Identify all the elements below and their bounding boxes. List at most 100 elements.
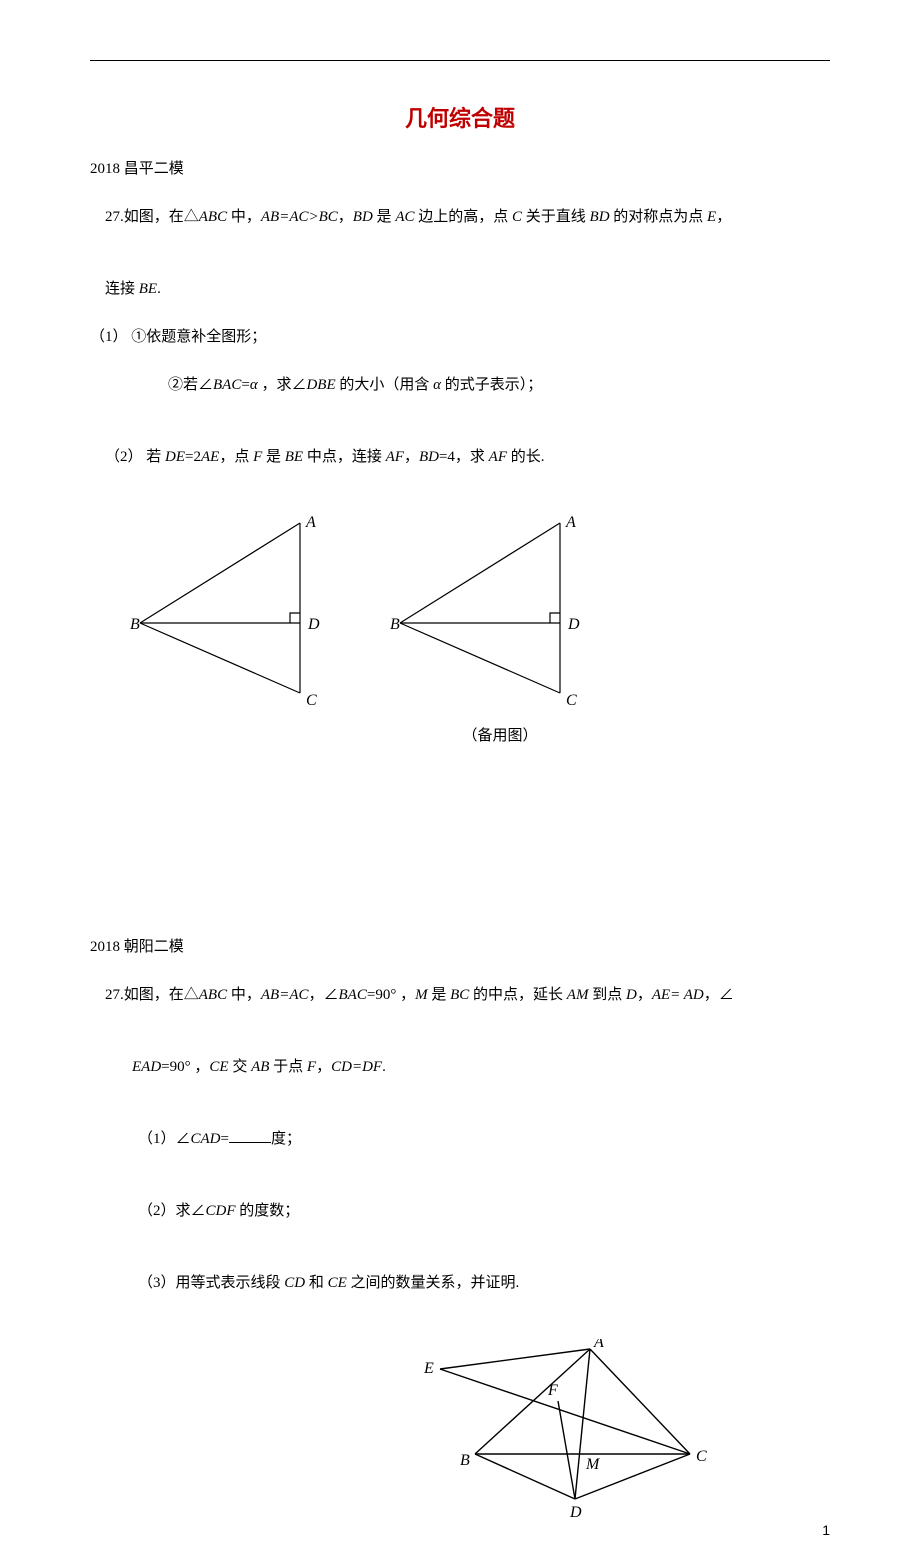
sym-CE: CE (209, 1059, 228, 1075)
t: ， (716, 209, 731, 225)
blank-input[interactable] (229, 1142, 271, 1143)
t: 是 (262, 449, 285, 465)
sym-AC: AC (395, 209, 414, 225)
t: ，点 (219, 449, 253, 465)
sym-F2: F (307, 1059, 316, 1075)
sym-BE2: BE (285, 449, 303, 465)
label-D3: D (569, 1504, 582, 1521)
sym-DBE: DBE (306, 377, 335, 393)
t: 如图，在△ (124, 209, 199, 225)
page-number: 1 (822, 1522, 830, 1538)
t: . (157, 281, 161, 297)
p2-figure-wrap: A B C D E F M (90, 1339, 830, 1534)
sym-EAD: EAD (132, 1059, 161, 1075)
sym-AF: AF (386, 449, 404, 465)
sym-BC2: BC (450, 987, 469, 1003)
sym-BE: BE (139, 281, 157, 297)
t: 和 (305, 1275, 328, 1291)
p1-q2: （2） 若 DE=2AE，点 F 是 BE 中点，连接 AF，BD=4，求 AF… (90, 421, 830, 493)
label-F3: F (547, 1382, 558, 1399)
label-E3: E (423, 1360, 434, 1377)
label-C3: C (696, 1448, 707, 1465)
sym-ABC2: ABC (199, 987, 227, 1003)
sym-BAC: BAC (213, 377, 241, 393)
sym-CDF: CDF (206, 1203, 236, 1219)
t: （3）用等式表示线段 (138, 1275, 284, 1291)
p1-stem-line1: 27.如图，在△ABC 中，AB=AC>BC，BD 是 AC 边上的高，点 C … (90, 181, 830, 253)
sym-M: M (415, 987, 428, 1003)
sym-CE2: CE (328, 1275, 347, 1291)
t: 连接 (105, 281, 139, 297)
p2-stem-line2: EAD=90° ，CE 交 AB 于点 F，CD=DF. (90, 1031, 830, 1103)
label-A: A (305, 514, 316, 531)
fig-caption-backup: （备用图） (390, 724, 610, 745)
t: 关于直线 (522, 209, 590, 225)
sym-F: F (253, 449, 262, 465)
label-D2: D (567, 616, 580, 633)
sym-AM: AM (567, 987, 589, 1003)
t: 的中点，延长 (469, 987, 567, 1003)
label-C2: C (566, 692, 577, 709)
top-rule (90, 60, 830, 61)
p1-stem-line2: 连接 BE. (90, 253, 830, 325)
t: ②若∠ (168, 377, 213, 393)
triangle-figure-2: A B D C (390, 513, 610, 713)
t: ，求∠ (258, 377, 307, 393)
t: ， (637, 987, 652, 1003)
t: 的式子表示）； (441, 377, 542, 393)
t: = (221, 1131, 229, 1147)
label-M3: M (585, 1456, 601, 1473)
p1-figures: A B D C A B D C （备用图） (90, 513, 830, 745)
t: （2） 若 (105, 449, 165, 465)
sym-DE: DE (165, 449, 185, 465)
t: 之间的数量关系，并证明. (347, 1275, 520, 1291)
t: （1）∠ (138, 1131, 191, 1147)
t: =90° ， (367, 987, 415, 1003)
label-D: D (307, 616, 320, 633)
sym-CD2: CD (284, 1275, 305, 1291)
t: ， (338, 209, 353, 225)
p1-source: 2018 昌平二模 (90, 157, 830, 181)
label-A2: A (565, 514, 576, 531)
sym-AE: AE (201, 449, 219, 465)
t: =90° ， (161, 1059, 209, 1075)
t: 中， (227, 987, 261, 1003)
t: = (241, 377, 249, 393)
p2-figure: A B C D E F M (410, 1339, 730, 1529)
sym-CAD: CAD (191, 1131, 221, 1147)
sym-E: E (707, 209, 716, 225)
t: ， (404, 449, 419, 465)
t: . (382, 1059, 386, 1075)
sym-ABAC: AB=AC (261, 987, 309, 1003)
label-C: C (306, 692, 317, 709)
t: 是 (428, 987, 451, 1003)
t: （2）求∠ (138, 1203, 206, 1219)
t: 中点，连接 (303, 449, 386, 465)
label-B: B (130, 616, 140, 633)
t: 的长. (507, 449, 545, 465)
sym-alpha1: α (250, 377, 258, 393)
t: 边上的高，点 (414, 209, 512, 225)
p1-num: 27. (105, 209, 124, 225)
sym-C: C (512, 209, 522, 225)
sym-D2: D (626, 987, 637, 1003)
t: 如图，在△ (124, 987, 199, 1003)
t: ，∠ (309, 987, 339, 1003)
sym-AF2: AF (489, 449, 507, 465)
p2-q2: （2）求∠CDF 的度数； (90, 1175, 830, 1247)
gap (90, 755, 830, 935)
sym-CDDF: CD=DF (331, 1059, 382, 1075)
t: 到点 (588, 987, 626, 1003)
label-A3: A (593, 1339, 604, 1351)
t: 的对称点为点 (610, 209, 708, 225)
sym-alpha2: α (433, 377, 441, 393)
triangle-figure-1: A B D C (130, 513, 350, 713)
t: ，∠ (704, 987, 734, 1003)
p2-source: 2018 朝阳二模 (90, 935, 830, 959)
p1-figure-right: A B D C （备用图） (390, 513, 610, 745)
t: ， (316, 1059, 331, 1075)
page-title: 几何综合题 (90, 101, 830, 133)
label-B3: B (460, 1452, 470, 1469)
t: 的度数； (236, 1203, 300, 1219)
sym-BD3: BD (419, 449, 439, 465)
